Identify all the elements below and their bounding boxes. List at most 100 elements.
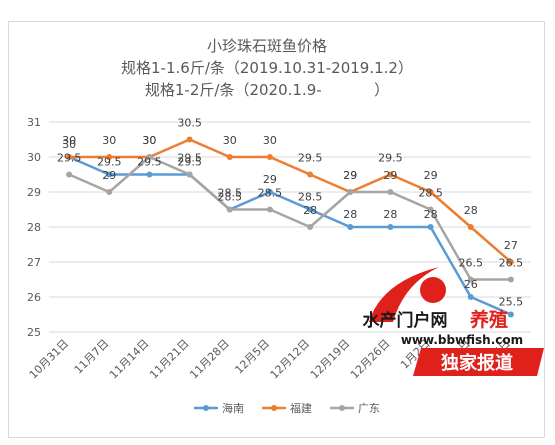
legend-marker: [339, 405, 345, 411]
watermark-site-tag: 养殖: [469, 308, 508, 331]
y-tick-label: 28: [27, 221, 41, 234]
data-label: 29.5: [57, 152, 82, 165]
x-tick-label: 12月12日: [268, 337, 313, 382]
x-tick-label: 10月31日: [27, 337, 72, 382]
data-point: [307, 224, 314, 230]
legend: 海南 福建 广东: [194, 401, 380, 415]
data-point: [266, 154, 273, 160]
data-point: [266, 206, 273, 213]
data-label: 29: [383, 169, 397, 182]
data-label: 26: [464, 278, 478, 291]
data-label: 28: [303, 204, 317, 217]
legend-marker: [271, 405, 277, 411]
legend-label: 海南: [222, 401, 244, 415]
data-label: 29: [102, 169, 116, 182]
data-label: 29.5: [177, 152, 202, 165]
x-tick-label: 11月21日: [147, 337, 192, 382]
y-axis-ticks: 25 26 27 28 29 30 31: [27, 116, 41, 339]
chart-title: 小珍珠石斑鱼价格: [207, 37, 327, 55]
watermark: 水产门户网 养殖 www.bbwfish.com 独家报道: [363, 267, 544, 376]
data-label: 29.5: [97, 156, 122, 169]
data-label: 29: [424, 169, 438, 182]
y-tick-label: 25: [27, 326, 41, 339]
chart-subtitle-line-1: 规格1-1.6斤/条（2019.10.31-2019.1.2）: [121, 59, 413, 77]
watermark-url: www.bbwfish.com: [401, 333, 523, 347]
data-label: 26.5: [459, 257, 484, 270]
watermark-banner: [413, 348, 544, 376]
y-tick-label: 30: [27, 151, 41, 164]
watermark-site-name: 水产门户网: [363, 310, 448, 331]
series-lines: [66, 136, 514, 318]
watermark-exclusive: 独家报道: [441, 352, 513, 374]
data-label: 28: [383, 208, 397, 221]
data-label: 28: [424, 208, 438, 221]
data-label: 30: [102, 134, 116, 147]
data-point: [387, 171, 394, 178]
data-point: [467, 294, 474, 300]
chart-title-group: 小珍珠石斑鱼价格 规格1-1.6斤/条（2019.10.31-2019.1.2）…: [121, 37, 413, 99]
y-tick-label: 26: [27, 291, 41, 304]
line-chart: 小珍珠石斑鱼价格 规格1-1.6斤/条（2019.10.31-2019.1.2）…: [27, 37, 544, 415]
data-point: [106, 154, 113, 160]
legend-marker: [203, 405, 209, 411]
data-point: [106, 189, 113, 195]
data-label: 28.5: [258, 187, 283, 200]
data-label: 28.5: [218, 191, 243, 204]
data-label: 25.5: [499, 296, 524, 309]
data-point: [186, 136, 193, 143]
data-point: [347, 189, 354, 195]
data-label: 28: [464, 204, 478, 217]
legend-label: 广东: [358, 402, 380, 415]
data-point: [467, 224, 474, 230]
data-label: 28: [343, 208, 357, 221]
data-label: 30: [62, 138, 76, 151]
data-point: [266, 189, 273, 195]
x-tick-label: 11月7日: [72, 337, 112, 377]
data-label: 30: [142, 134, 156, 147]
x-tick-label: 12月26日: [348, 337, 393, 382]
y-tick-label: 27: [27, 256, 41, 269]
data-label: 30.5: [177, 117, 202, 130]
data-label: 27: [504, 239, 518, 252]
data-point: [427, 189, 434, 195]
data-point: [66, 171, 73, 178]
data-point: [347, 224, 354, 230]
data-label: 26.5: [499, 257, 524, 270]
series-line: [68, 155, 511, 281]
data-point: [507, 311, 514, 318]
data-label: 29.5: [298, 152, 323, 165]
data-point: [146, 171, 153, 178]
watermark-red-dot: [420, 277, 446, 303]
data-label: 29: [343, 169, 357, 182]
data-point: [307, 206, 314, 213]
data-point: [387, 189, 394, 195]
data-point: [186, 171, 193, 178]
data-point: [106, 171, 113, 178]
data-label: 29.5: [137, 156, 162, 169]
data-label: 30: [62, 134, 76, 147]
data-point: [507, 276, 514, 283]
x-tick-label: 12月5日: [232, 337, 272, 377]
data-point: [146, 154, 153, 160]
data-point: [307, 171, 314, 178]
data-label: 29: [343, 169, 357, 182]
y-tick-label: 29: [27, 186, 41, 199]
watermark-swoosh: [369, 267, 439, 322]
chart-frame: 小珍珠石斑鱼价格 规格1-1.6斤/条（2019.10.31-2019.1.2）…: [8, 21, 545, 438]
data-label: 28.5: [298, 191, 323, 204]
data-point: [226, 206, 233, 213]
data-label: 30: [223, 134, 237, 147]
data-point: [467, 276, 474, 283]
x-tick-label: 11月28日: [187, 337, 232, 382]
chart-subtitle-line-2: 规格1-2斤/条（2020.1.9- ）: [145, 81, 389, 99]
data-point: [226, 154, 233, 160]
data-label: 30: [263, 134, 277, 147]
series-line: [68, 155, 512, 316]
data-point: [507, 259, 514, 265]
legend-label: 福建: [290, 401, 312, 415]
x-tick-label: 12月19日: [308, 337, 353, 382]
data-point: [387, 224, 394, 230]
data-point: [427, 206, 434, 213]
data-point: [427, 224, 434, 230]
